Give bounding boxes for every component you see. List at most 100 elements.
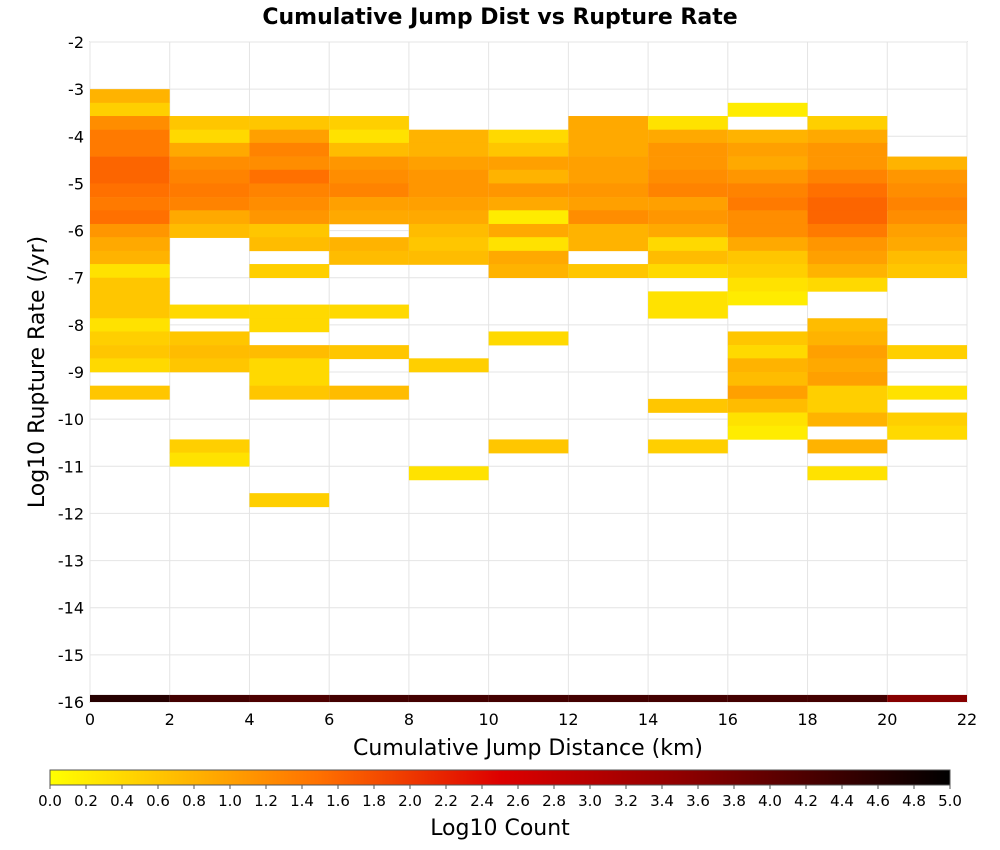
x-tick-label: 4 [244,710,254,729]
heatmap-cell [568,142,649,157]
heatmap-cell [249,345,330,360]
colorbar-tick-label: 4.0 [758,792,782,810]
heatmap-cell [488,142,569,157]
y-tick-label: -7 [68,269,84,288]
heatmap-cell [807,412,888,427]
heatmap-cell [169,169,250,184]
y-tick-label: -14 [58,599,84,618]
heatmap-cell [249,385,330,400]
colorbar: 0.0 0.2 0.4 0.6 0.8 1.0 1.2 1.4 1.6 1.8 2.0 2.2 2.4 2… [38,769,962,841]
heatmap-cell [249,169,330,184]
heatmap-cell [169,156,250,171]
colorbar-tick-label: 0.6 [146,792,170,810]
heatmap-cell [648,264,728,279]
heatmap-cell [807,264,888,279]
y-tick-label: -16 [58,693,84,712]
y-tick-label: -15 [58,646,84,665]
heatmap-cell [249,116,330,130]
heatmap-cell [887,694,967,702]
heatmap-cell [568,237,649,252]
heatmap-cell [568,116,649,130]
heatmap-cell [727,142,808,157]
heatmap-cell [648,250,728,265]
heatmap-cell [90,129,170,144]
y-tick-label: -8 [68,316,84,335]
heatmap-cell [727,412,808,427]
heatmap-cell [488,694,569,702]
heatmap-cell [408,358,489,373]
heatmap-cell [727,398,808,413]
heatmap-cell [90,102,170,117]
heatmap-cell [648,156,728,171]
heatmap-cell [408,169,489,184]
heatmap-cell [648,116,728,130]
heatmap-cell [90,358,170,373]
heatmap-cell [568,264,649,279]
x-tick-label: 2 [165,710,175,729]
heatmap-cell [727,331,808,346]
heatmap-cell [488,250,569,265]
heatmap-cell [727,358,808,373]
heatmap-cell [488,156,569,171]
heatmap-cell [488,183,569,198]
colorbar-tick-label: 1.6 [326,792,350,810]
heatmap-cell [408,210,489,225]
heatmap-cell [727,694,808,702]
heatmap-cell [807,331,888,346]
heatmap-cell [249,264,330,279]
heatmap-cell [90,318,170,333]
colorbar-tick-label: 1.8 [362,792,386,810]
heatmap-cell [329,237,409,252]
y-tick-label: -12 [58,504,84,523]
colorbar-tick-label: 2.8 [542,792,566,810]
heatmap-cell [807,116,888,130]
heatmap-cell [169,197,250,212]
heatmap-cell [648,197,728,212]
heatmap-cell [807,439,888,454]
heatmap-cell [887,250,967,265]
heatmap-cell [329,183,409,198]
heatmap-cell [568,129,649,144]
colorbar-tick-label: 2.2 [434,792,458,810]
y-axis-label: Log10 Rupture Rate (/yr) [25,236,50,508]
heatmap-cell [90,277,170,292]
heatmap-cell [488,197,569,212]
heatmap-cell [887,197,967,212]
heatmap-cell [648,237,728,252]
heatmap-cell [727,425,808,440]
heatmap-cell [727,183,808,198]
heatmap-cell [807,358,888,373]
heatmap-cell [408,223,489,238]
heatmap-cell [329,694,409,702]
colorbar-label: Log10 Count [430,816,570,841]
heatmap-cell [648,183,728,198]
heatmap-cell [727,223,808,238]
y-tick-label: -13 [58,552,84,571]
heatmap-cell [488,331,569,346]
heatmap-cell [648,223,728,238]
heatmap-cell [169,210,250,225]
y-tick-label: -2 [68,33,84,52]
heatmap-cell [807,223,888,238]
colorbar-tick-label: 2.6 [506,792,530,810]
heatmap-cell [488,129,569,144]
heatmap-cell [90,197,170,212]
colorbar-tick-label: 3.4 [650,792,674,810]
y-axis-ticks: -2 -3 -4 -5 -6 -7 -8 -9 -10 -11 -12 -13 -14 -15 -16 [58,33,84,712]
heatmap-cell [169,116,250,130]
heatmap-cell [329,142,409,157]
heatmap-cell [169,331,250,346]
heatmap-cell [169,129,250,144]
heatmap-cell [169,345,250,360]
heatmap-cell [329,250,409,265]
heatmap-cell [90,385,170,400]
colorbar-ticks: 0.0 0.2 0.4 0.6 0.8 1.0 1.2 1.4 1.6 1.8 2.0 2.2 2.4 2… [38,785,962,810]
heatmap-cell [807,345,888,360]
x-tick-label: 12 [558,710,578,729]
heatmap-cell [727,372,808,386]
x-axis-ticks: 0 2 4 6 8 10 12 14 16 18 20 22 [85,710,977,729]
heatmap-cell [488,223,569,238]
chart-title: Cumulative Jump Dist vs Rupture Rate [262,5,737,30]
colorbar-tick-label: 5.0 [938,792,962,810]
